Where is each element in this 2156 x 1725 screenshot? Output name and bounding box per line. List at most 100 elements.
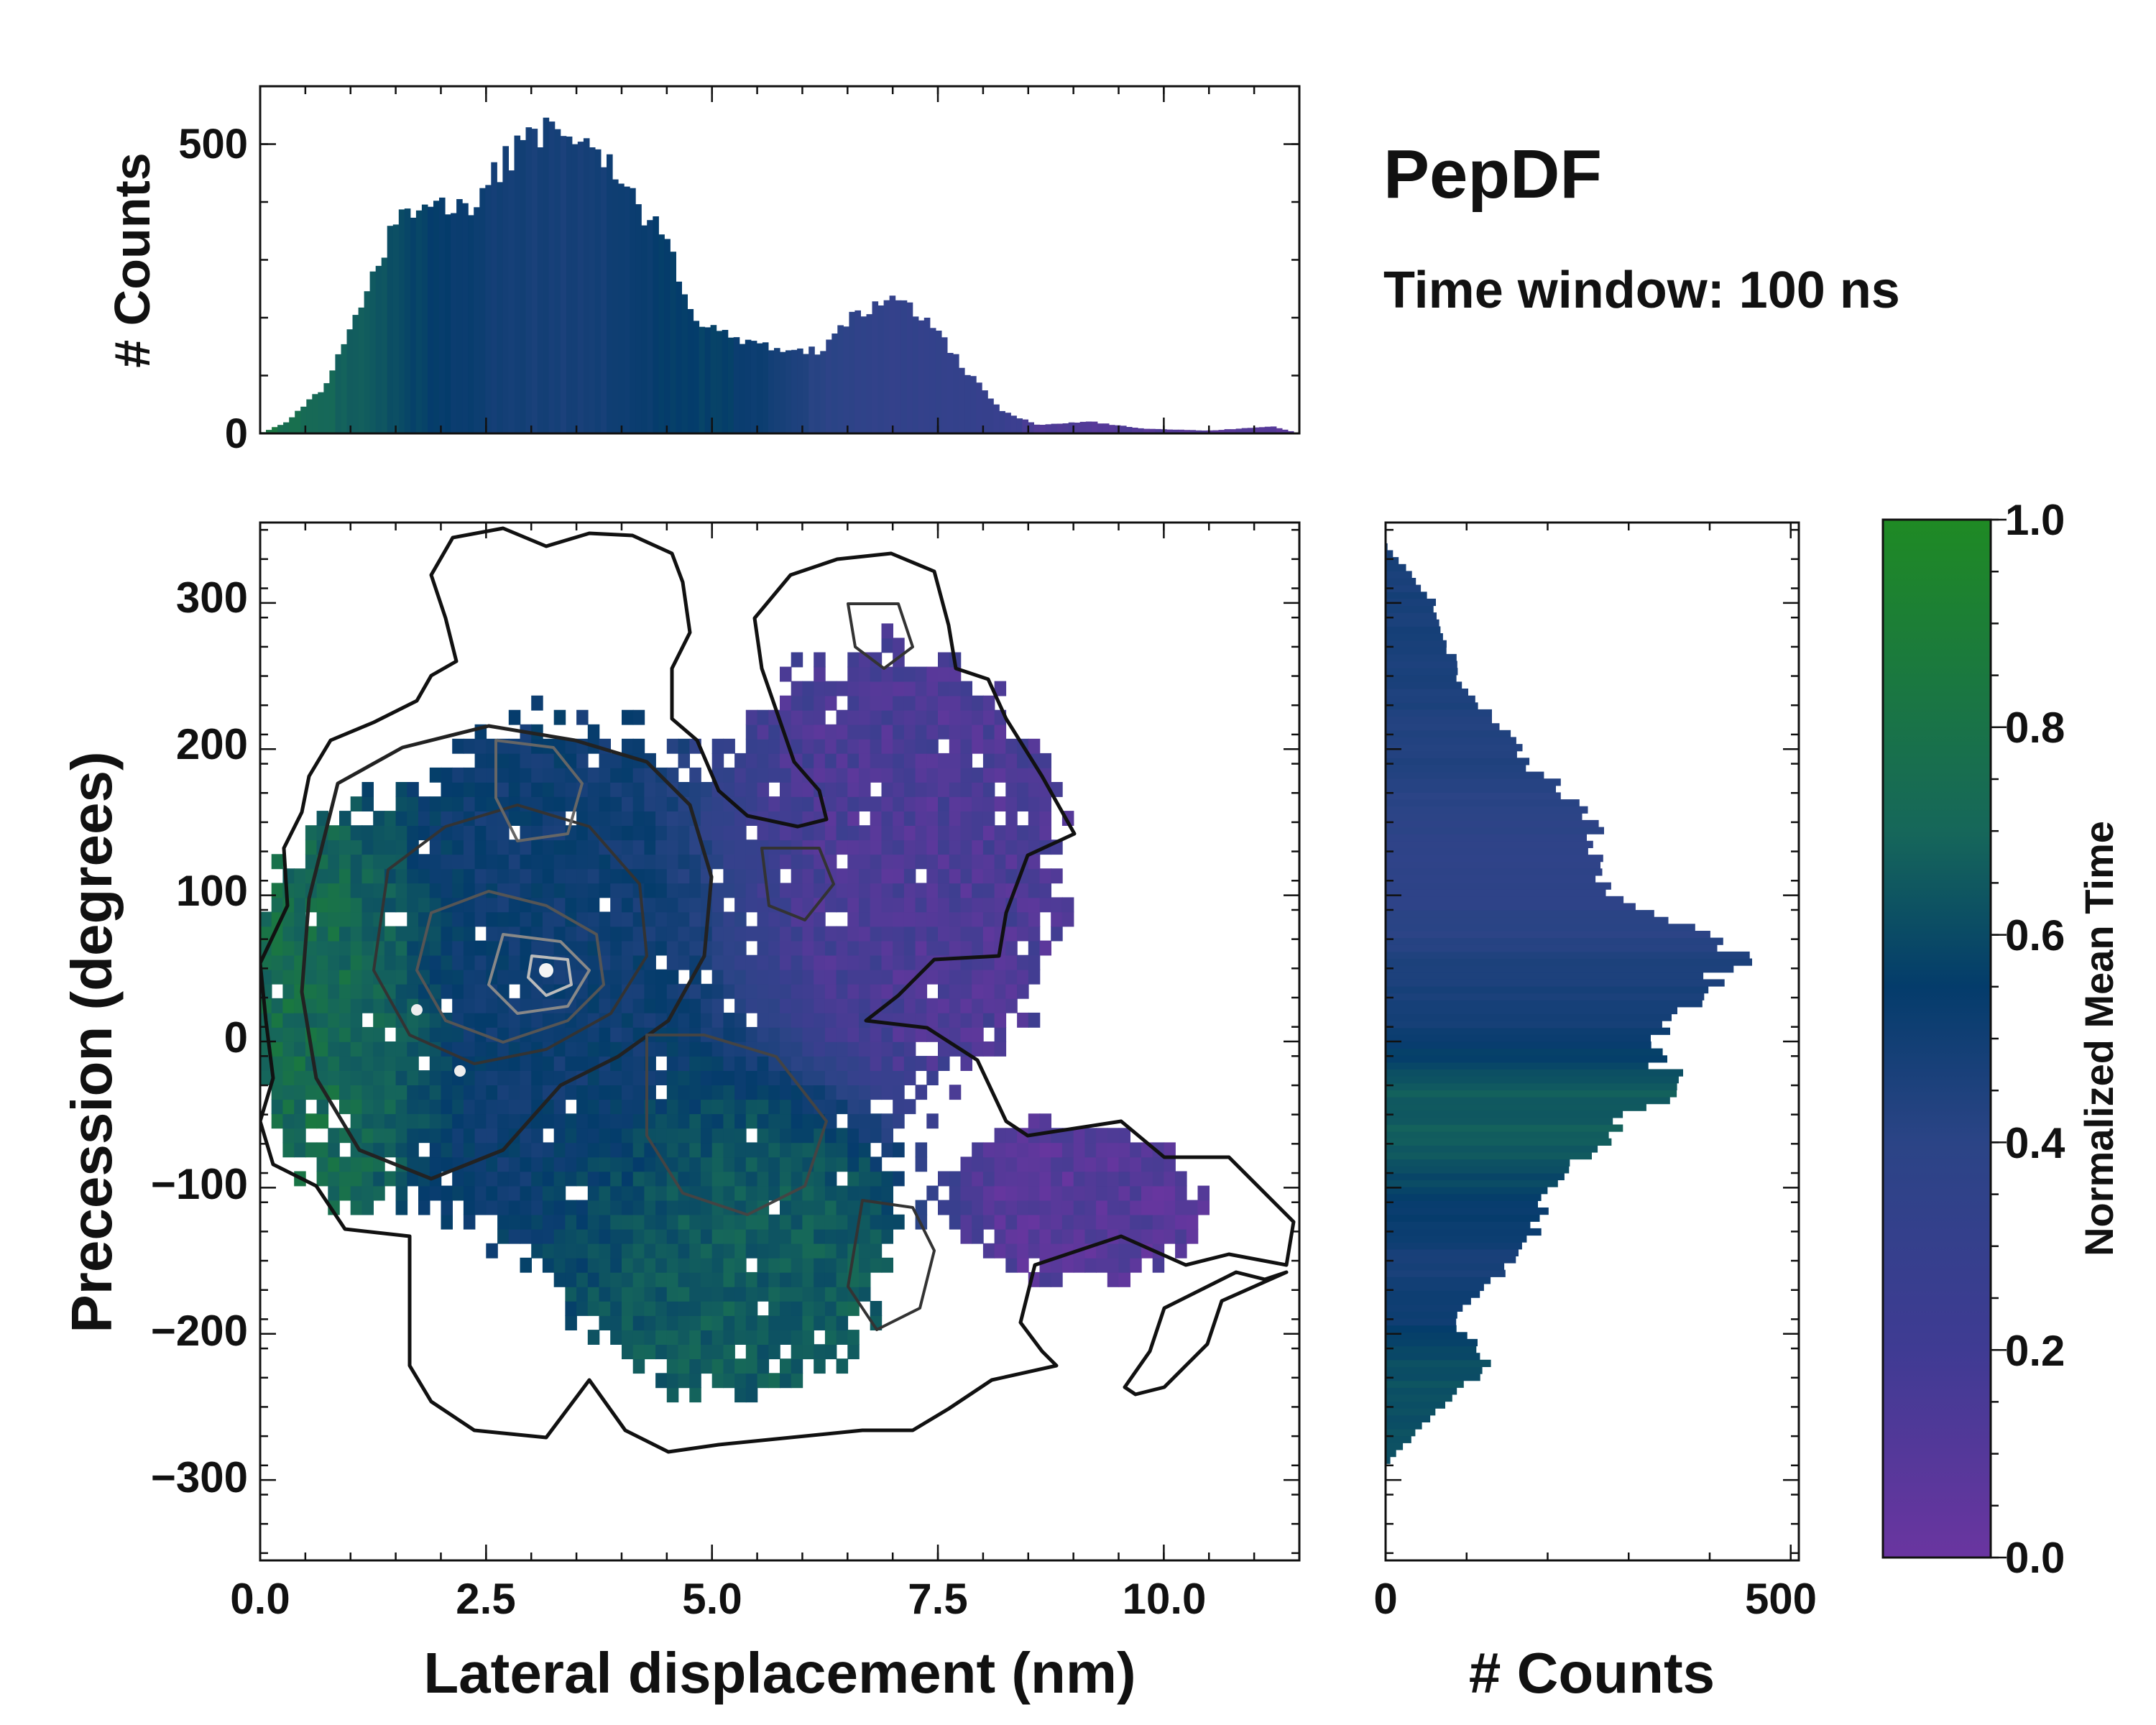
top-histogram-bar xyxy=(1149,428,1156,433)
right-histogram-bar xyxy=(1386,605,1434,613)
top-histogram-bar xyxy=(335,354,341,433)
heatmap-cell xyxy=(757,1271,770,1287)
heatmap-cell xyxy=(553,825,566,841)
heatmap-cell xyxy=(836,1070,849,1085)
heatmap-cell xyxy=(542,1156,555,1172)
heatmap-cell xyxy=(723,1113,735,1129)
heatmap-cell xyxy=(294,1012,306,1028)
heatmap-cell xyxy=(847,738,860,754)
heatmap-cell xyxy=(745,897,758,913)
heatmap-cell xyxy=(926,1113,939,1129)
heatmap-cell xyxy=(441,883,453,898)
heatmap-cell xyxy=(565,926,577,942)
top-histogram-bar xyxy=(479,188,486,433)
heatmap-cell xyxy=(745,854,758,870)
heatmap-cell xyxy=(350,1156,363,1172)
heatmap-cell xyxy=(452,796,464,811)
heatmap-cell xyxy=(542,1243,555,1259)
heatmap-cell xyxy=(768,868,780,884)
heatmap-cell xyxy=(723,1243,735,1259)
heatmap-cell xyxy=(711,1243,724,1259)
heatmap-cell xyxy=(711,840,724,855)
heatmap-cell xyxy=(610,1271,622,1287)
heatmap-cell xyxy=(960,1214,972,1230)
heatmap-cell xyxy=(870,796,883,811)
heatmap-cell xyxy=(599,840,611,855)
heatmap-cell xyxy=(632,1358,645,1374)
heatmap-cell xyxy=(531,782,543,797)
heatmap-cell xyxy=(926,782,939,797)
heatmap-cell xyxy=(610,1228,622,1244)
right-histogram-bar xyxy=(1386,1311,1457,1319)
right-histogram-bar xyxy=(1386,716,1492,724)
heatmap-cell xyxy=(655,1214,668,1230)
heatmap-cell xyxy=(711,1373,724,1389)
heatmap-cell xyxy=(757,1070,770,1085)
heatmap-cell xyxy=(824,983,837,999)
heatmap-cell xyxy=(994,1026,1007,1042)
heatmap-cell xyxy=(701,1070,713,1085)
heatmap-cell xyxy=(486,1099,498,1115)
heatmap-cell xyxy=(271,954,284,970)
right-histogram-bar xyxy=(1386,1193,1542,1201)
heatmap-cell xyxy=(757,1012,770,1028)
heatmap-cell xyxy=(903,825,916,841)
heatmap-cell xyxy=(666,767,679,783)
heatmap-cell xyxy=(587,811,600,826)
heatmap-cell xyxy=(745,1286,758,1302)
heatmap-cell xyxy=(915,666,928,682)
heatmap-cell xyxy=(723,825,735,841)
heatmap-cell xyxy=(644,998,656,1013)
heatmap-cell xyxy=(497,1099,510,1115)
heatmap-cell xyxy=(553,1142,566,1158)
heatmap-cell xyxy=(802,969,814,985)
heatmap-cell xyxy=(328,897,340,913)
heatmap-cell xyxy=(463,868,476,884)
heatmap-cell xyxy=(960,1171,972,1187)
heatmap-cell xyxy=(655,1344,668,1360)
top-histogram-bar xyxy=(947,353,954,433)
heatmap-cell xyxy=(463,1012,476,1028)
heatmap-cell xyxy=(271,883,284,898)
heatmap-cell xyxy=(893,983,905,999)
heatmap-cell xyxy=(915,724,928,740)
heatmap-cell xyxy=(610,1330,622,1345)
top-histogram-bar xyxy=(514,135,521,433)
heatmap-cell xyxy=(587,854,600,870)
heatmap-cell xyxy=(689,1271,701,1287)
density-peak-2 xyxy=(411,1004,423,1016)
heatmap-cell xyxy=(463,796,476,811)
top-histogram-bar xyxy=(1097,423,1104,433)
right-histogram-bar xyxy=(1386,1013,1672,1021)
heatmap-cell xyxy=(520,753,532,768)
heatmap-cell xyxy=(1197,1200,1210,1215)
heatmap-cell xyxy=(824,1185,837,1201)
heatmap-cell xyxy=(903,998,916,1013)
heatmap-cell xyxy=(655,1070,668,1085)
heatmap-cell xyxy=(520,1171,532,1187)
heatmap-cell xyxy=(814,1026,826,1042)
heatmap-cell xyxy=(632,1257,645,1273)
heatmap-cell xyxy=(1107,1243,1120,1259)
heatmap-cell xyxy=(723,1344,735,1360)
heatmap-cell xyxy=(1039,1171,1051,1187)
heatmap-cell xyxy=(893,998,905,1013)
heatmap-cell xyxy=(644,1156,656,1172)
heatmap-cell xyxy=(328,868,340,884)
heatmap-cell xyxy=(768,1301,780,1316)
heatmap-cell xyxy=(711,1257,724,1273)
heatmap-cell xyxy=(271,1012,284,1028)
heatmap-cell xyxy=(757,1026,770,1042)
heatmap-cell xyxy=(542,1142,555,1158)
top-histogram-bar xyxy=(456,199,463,433)
heatmap-cell xyxy=(814,1358,826,1374)
heatmap-cell xyxy=(768,969,780,985)
heatmap-cell xyxy=(870,926,883,942)
heatmap-cell xyxy=(666,926,679,942)
heatmap-cell xyxy=(768,1099,780,1115)
heatmap-cell xyxy=(994,1228,1007,1244)
right-histogram-bar xyxy=(1386,1159,1570,1167)
heatmap-cell xyxy=(666,1185,679,1201)
heatmap-cell xyxy=(938,840,950,855)
heatmap-cell xyxy=(734,1085,747,1100)
